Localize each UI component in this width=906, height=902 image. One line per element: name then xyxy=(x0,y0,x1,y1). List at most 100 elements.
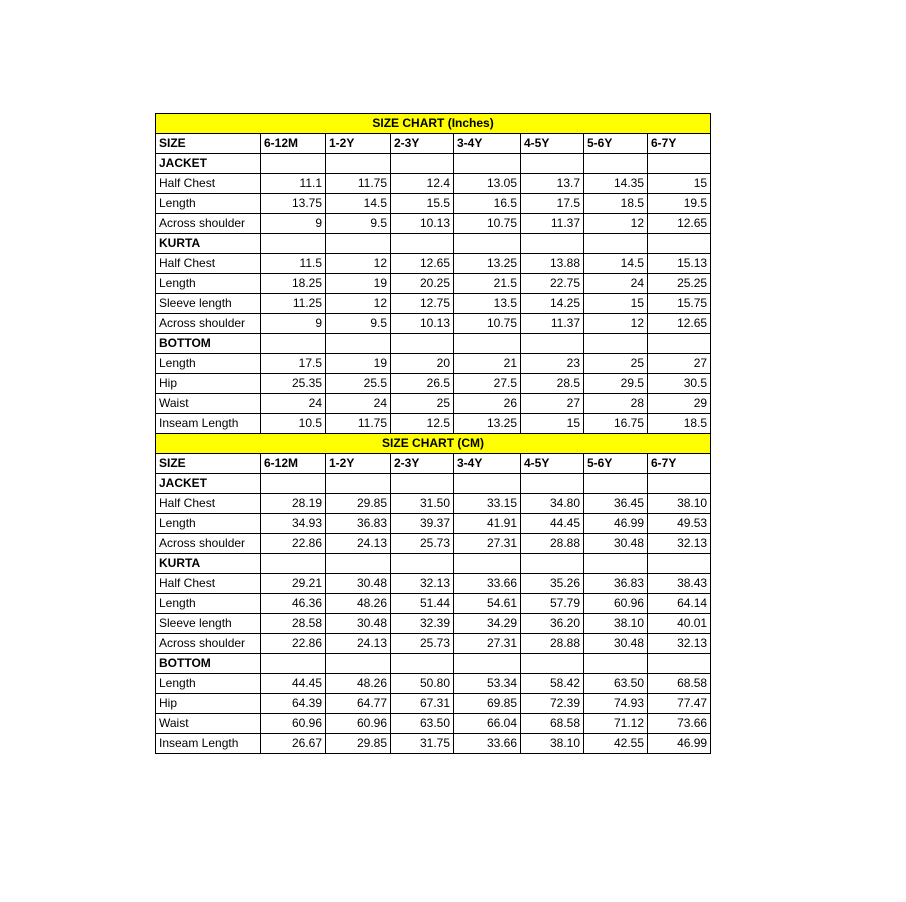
empty-cell xyxy=(325,153,391,174)
empty-cell xyxy=(325,653,391,674)
measurement-value: 13.75 xyxy=(260,193,326,214)
empty-cell xyxy=(260,553,326,574)
empty-cell xyxy=(325,233,391,254)
measurement-value: 19.5 xyxy=(646,193,712,214)
measurement-value: 22.86 xyxy=(260,633,326,654)
measurement-value: 26.5 xyxy=(390,373,454,394)
measurement-value: 12.5 xyxy=(390,413,454,434)
empty-cell xyxy=(260,153,326,174)
measurement-value: 68.58 xyxy=(520,713,584,734)
measurement-value: 9.5 xyxy=(325,213,391,234)
measurement-value: 46.99 xyxy=(646,733,712,754)
measurement-value: 19 xyxy=(325,273,391,294)
measurement-label: Across shoulder xyxy=(155,213,261,234)
measurement-value: 32.13 xyxy=(390,573,454,594)
measurement-label: Length xyxy=(155,193,261,214)
table-row: Across shoulder 22.86 24.13 25.73 27.31 28.88… xyxy=(155,533,712,554)
column-header: 3-4Y xyxy=(453,133,521,154)
table-row: Half Chest 29.21 30.48 32.13 33.66 35.26 36.83… xyxy=(155,573,712,594)
measurement-value: 25.73 xyxy=(390,633,454,654)
measurement-value: 50.80 xyxy=(390,673,454,694)
measurement-value: 28 xyxy=(583,393,648,414)
measurement-value: 24 xyxy=(583,273,648,294)
chart-title-row: SIZE CHART (Inches) xyxy=(154,113,712,134)
measurement-value: 64.39 xyxy=(260,693,326,714)
measurement-label: Hip xyxy=(155,693,261,714)
measurement-value: 9.5 xyxy=(325,313,391,334)
empty-cell xyxy=(260,473,326,494)
column-header: 6-12M xyxy=(260,133,326,154)
empty-cell xyxy=(390,153,454,174)
empty-cell xyxy=(646,553,712,574)
empty-cell xyxy=(583,233,648,254)
section-header-row: BOTTOM xyxy=(155,653,712,674)
measurement-value: 36.45 xyxy=(583,493,648,514)
empty-cell xyxy=(646,333,712,354)
empty-cell xyxy=(390,553,454,574)
measurement-value: 44.45 xyxy=(260,673,326,694)
empty-cell xyxy=(583,653,648,674)
measurement-value: 31.75 xyxy=(390,733,454,754)
column-header: SIZE xyxy=(155,453,261,474)
measurement-value: 11.37 xyxy=(520,213,584,234)
measurement-value: 22.86 xyxy=(260,533,326,554)
measurement-value: 9 xyxy=(260,213,326,234)
table-row: Across shoulder 9 9.5 10.13 10.75 11.37 12 12.6… xyxy=(155,213,712,234)
measurement-value: 57.79 xyxy=(520,593,584,614)
table-row: Waist 24 24 25 26 27 28 29 xyxy=(155,393,712,414)
column-header: 6-12M xyxy=(260,453,326,474)
measurement-value: 24.13 xyxy=(325,533,391,554)
measurement-value: 12.75 xyxy=(390,293,454,314)
measurement-value: 11.37 xyxy=(520,313,584,334)
column-header-row: SIZE 6-12M 1-2Y 2-3Y 3-4Y 4-5Y 5-6Y 6-7Y xyxy=(155,133,712,154)
measurement-label: Hip xyxy=(155,373,261,394)
measurement-value: 21.5 xyxy=(453,273,521,294)
measurement-value: 13.5 xyxy=(453,293,521,314)
measurement-label: Sleeve length xyxy=(155,293,261,314)
measurement-value: 15 xyxy=(646,173,712,194)
measurement-value: 46.36 xyxy=(260,593,326,614)
measurement-value: 34.80 xyxy=(520,493,584,514)
measurement-value: 11.1 xyxy=(260,173,326,194)
table-row: Sleeve length 28.58 30.48 32.39 34.29 36.20 38… xyxy=(155,613,712,634)
measurement-value: 11.75 xyxy=(325,173,391,194)
measurement-value: 18.25 xyxy=(260,273,326,294)
empty-cell xyxy=(583,333,648,354)
measurement-value: 25.5 xyxy=(325,373,391,394)
empty-cell xyxy=(453,553,521,574)
empty-cell xyxy=(583,153,648,174)
measurement-value: 17.5 xyxy=(260,353,326,374)
measurement-label: Half Chest xyxy=(155,173,261,194)
measurement-value: 25 xyxy=(390,393,454,414)
table-row: Length 13.75 14.5 15.5 16.5 17.5 18.5 19.5 xyxy=(155,193,712,214)
chart-title: SIZE CHART (CM) xyxy=(154,433,712,454)
empty-cell xyxy=(646,653,712,674)
empty-cell xyxy=(453,233,521,254)
measurement-label: Inseam Length xyxy=(155,733,261,754)
measurement-value: 60.96 xyxy=(260,713,326,734)
measurement-value: 54.61 xyxy=(453,593,521,614)
measurement-value: 25.73 xyxy=(390,533,454,554)
empty-cell xyxy=(520,233,584,254)
section-header-row: BOTTOM xyxy=(155,333,712,354)
column-header: 4-5Y xyxy=(520,133,584,154)
column-header: 5-6Y xyxy=(583,133,648,154)
measurement-value: 48.26 xyxy=(325,673,391,694)
size-chart-table: SIZE CHART (Inches) SIZE 6-12M 1-2Y 2-3Y 3-4Y… xyxy=(154,113,712,754)
empty-cell xyxy=(646,233,712,254)
measurement-value: 15.5 xyxy=(390,193,454,214)
measurement-value: 58.42 xyxy=(520,673,584,694)
measurement-value: 13.7 xyxy=(520,173,584,194)
measurement-value: 39.37 xyxy=(390,513,454,534)
measurement-value: 15 xyxy=(520,413,584,434)
measurement-value: 11.75 xyxy=(325,413,391,434)
measurement-value: 36.20 xyxy=(520,613,584,634)
table-row: Length 46.36 48.26 51.44 54.61 57.79 60.96 64.1… xyxy=(155,593,712,614)
measurement-value: 12 xyxy=(583,313,648,334)
measurement-value: 32.13 xyxy=(646,533,712,554)
measurement-value: 30.48 xyxy=(325,573,391,594)
measurement-value: 16.5 xyxy=(453,193,521,214)
empty-cell xyxy=(520,553,584,574)
measurement-label: Sleeve length xyxy=(155,613,261,634)
empty-cell xyxy=(520,153,584,174)
